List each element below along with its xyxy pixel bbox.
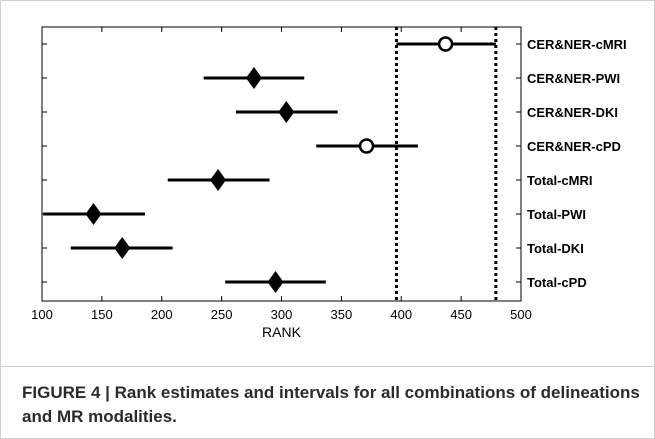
y-tick-label: Total-PWI [527,207,586,222]
x-tick-label: 350 [331,307,353,322]
x-tick-label: 150 [91,307,113,322]
plot-area [41,26,522,302]
estimate-marker-diamond [278,101,295,123]
x-tick-label: 400 [390,307,412,322]
caption-divider [0,366,655,367]
x-tick-label: 450 [450,307,472,322]
rank-interval-chart: 100 150 200 250 300 350 400 450 500 CER&NER-cMRI… [31,26,627,340]
x-tick-label: 300 [271,307,293,322]
figure-caption: FIGURE 4 | Rank estimates and intervals … [22,383,640,426]
x-axis: 100 150 200 250 300 350 400 450 500 [31,27,532,322]
estimate-marker-diamond [114,237,131,259]
x-tick-label: 500 [510,307,532,322]
estimate-marker-diamond [85,203,102,225]
y-tick-label: CER&NER-cPD [527,139,621,154]
y-tick-label: CER&NER-cMRI [527,37,627,52]
estimate-marker-circle [358,138,375,154]
y-axis: CER&NER-cMRI CER&NER-PWI CER&NER-DKI CER&NE… [42,37,627,290]
x-tick-label: 100 [31,307,53,322]
y-tick-label: Total-DKI [527,241,584,256]
estimate-marker-diamond [210,169,227,191]
estimate-marker-diamond [267,271,284,293]
interval-series [43,36,496,293]
y-tick-label: Total-cPD [527,275,587,290]
y-tick-label: CER&NER-DKI [527,105,618,120]
y-tick-label: Total-cMRI [527,173,592,188]
estimate-marker-circle [437,36,454,52]
x-axis-label: RANK [262,324,302,340]
x-tick-label: 200 [151,307,173,322]
x-tick-label: 250 [211,307,233,322]
y-tick-label: CER&NER-PWI [527,71,620,86]
estimate-marker-diamond [245,67,262,89]
reference-lines [394,27,498,301]
